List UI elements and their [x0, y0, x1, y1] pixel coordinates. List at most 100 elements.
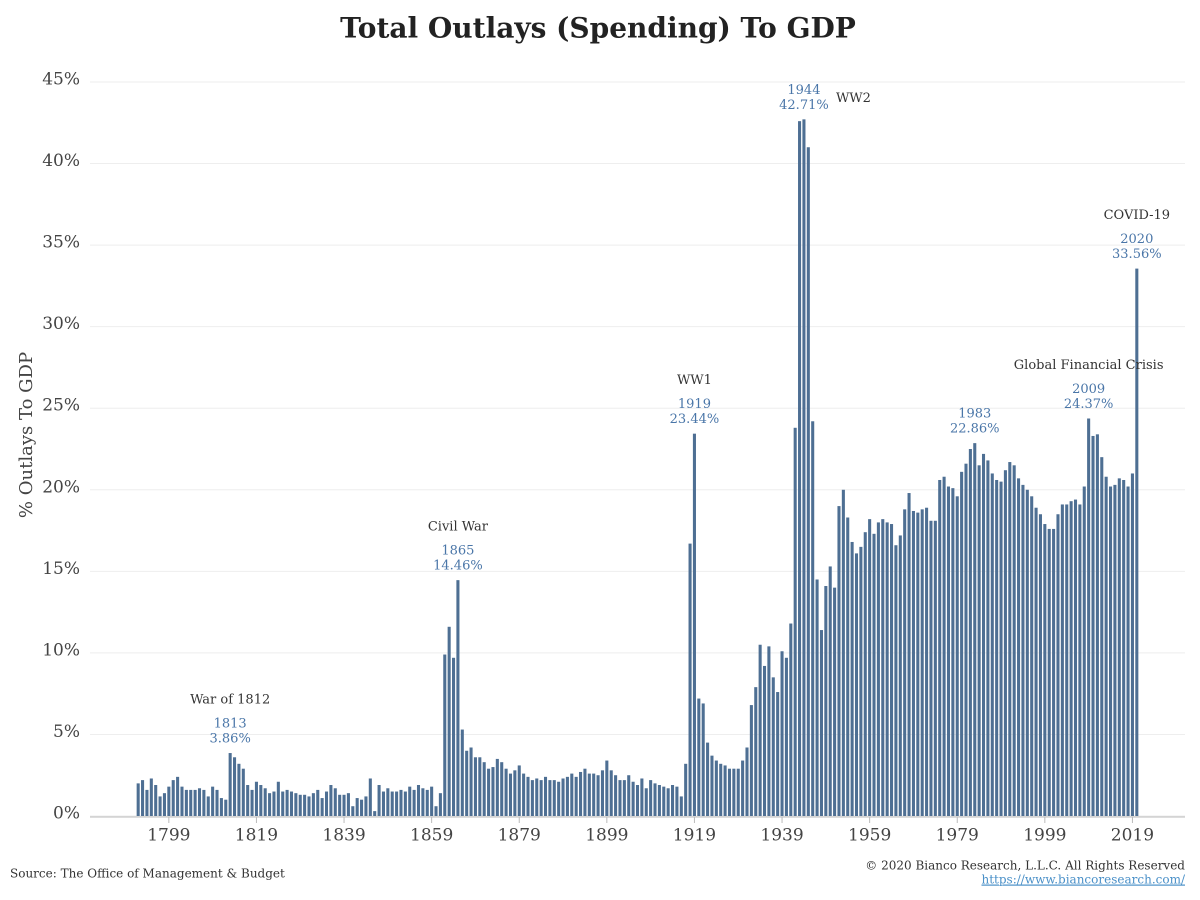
- bar: [596, 775, 600, 816]
- value-label: 42.71%: [779, 98, 829, 113]
- bar: [381, 791, 385, 816]
- x-tick-label: 1979: [936, 826, 979, 846]
- bar: [977, 465, 981, 816]
- bar: [443, 654, 447, 816]
- year-label: 1865: [441, 544, 474, 559]
- bar: [798, 121, 802, 816]
- bar: [176, 776, 180, 816]
- bar: [1100, 457, 1104, 816]
- bar: [1034, 507, 1038, 816]
- bar: [1043, 524, 1047, 816]
- bar: [666, 788, 670, 816]
- bar: [416, 785, 421, 816]
- bar: [911, 510, 915, 816]
- bar: [495, 758, 499, 816]
- bar: [276, 781, 280, 816]
- bar: [184, 789, 188, 816]
- url[interactable]: https://www.biancoresearch.com/: [981, 873, 1185, 887]
- bar: [469, 747, 473, 816]
- bar: [890, 524, 894, 816]
- bar: [609, 770, 613, 816]
- bar: [920, 509, 924, 816]
- y-tick-label: 15%: [42, 559, 80, 579]
- bar: [955, 496, 959, 816]
- bar: [303, 794, 307, 816]
- bar: [688, 543, 692, 816]
- bar: [565, 776, 569, 816]
- bar: [1038, 514, 1042, 816]
- bar: [202, 789, 206, 816]
- bar: [701, 703, 705, 816]
- value-label: 3.86%: [210, 732, 251, 747]
- bar: [561, 778, 565, 816]
- bar: [228, 753, 232, 816]
- bar: [522, 773, 526, 816]
- bar: [850, 541, 854, 816]
- bar: [351, 806, 355, 816]
- bar: [907, 493, 911, 816]
- bar: [1130, 473, 1134, 816]
- bar: [671, 785, 675, 816]
- bar: [403, 791, 407, 816]
- bar: [640, 778, 644, 816]
- bar: [802, 119, 806, 817]
- bar: [736, 768, 740, 816]
- bar: [329, 785, 333, 816]
- bar: [342, 794, 346, 816]
- bar: [508, 773, 513, 816]
- bar: [1073, 499, 1078, 816]
- x-tick-label: 2019: [1111, 826, 1154, 846]
- bar: [390, 791, 394, 816]
- bar: [447, 626, 451, 816]
- bar: [543, 776, 548, 816]
- bar: [548, 780, 552, 816]
- x-tick-label: 1959: [848, 826, 891, 846]
- bar: [1012, 465, 1016, 816]
- bar: [399, 789, 403, 816]
- x-tick-label: 1879: [498, 826, 541, 846]
- bar: [574, 776, 578, 816]
- bar: [452, 657, 456, 816]
- bar: [780, 651, 784, 816]
- bar: [513, 770, 517, 816]
- bar: [500, 762, 504, 816]
- year-label: 2009: [1072, 382, 1105, 397]
- bar: [145, 789, 149, 816]
- bar: [141, 780, 145, 816]
- bar: [846, 517, 850, 816]
- bar: [246, 785, 250, 816]
- bar: [425, 789, 429, 816]
- bar: [806, 147, 810, 816]
- bar: [473, 757, 477, 816]
- bar: [1135, 268, 1139, 816]
- bar: [307, 796, 311, 816]
- bar: [767, 646, 771, 816]
- bar: [233, 757, 237, 816]
- y-tick-label: 30%: [42, 314, 80, 334]
- bar: [898, 535, 902, 816]
- bar: [1060, 504, 1064, 816]
- bar: [745, 747, 749, 816]
- bar: [241, 768, 245, 816]
- bar: [368, 778, 372, 816]
- bar: [162, 793, 166, 816]
- bar: [171, 780, 175, 816]
- bar: [841, 489, 845, 816]
- y-axis-label: % Outlays To GDP: [16, 352, 37, 518]
- bar: [206, 796, 210, 816]
- y-tick-label: 35%: [42, 233, 80, 253]
- bar: [964, 463, 968, 816]
- bar: [298, 794, 302, 816]
- bar: [1113, 484, 1117, 816]
- bar: [771, 677, 775, 816]
- x-tick-label: 1999: [1023, 826, 1066, 846]
- bar: [986, 460, 990, 816]
- bar: [491, 767, 495, 816]
- bar: [631, 781, 635, 816]
- bar: [868, 519, 872, 816]
- bar: [1056, 514, 1060, 816]
- event-label: WW1: [677, 373, 712, 388]
- value-label: 23.44%: [670, 412, 720, 427]
- bar: [219, 798, 223, 816]
- bar: [285, 789, 289, 816]
